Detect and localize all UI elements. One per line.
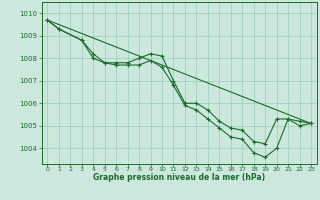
X-axis label: Graphe pression niveau de la mer (hPa): Graphe pression niveau de la mer (hPa): [93, 173, 265, 182]
